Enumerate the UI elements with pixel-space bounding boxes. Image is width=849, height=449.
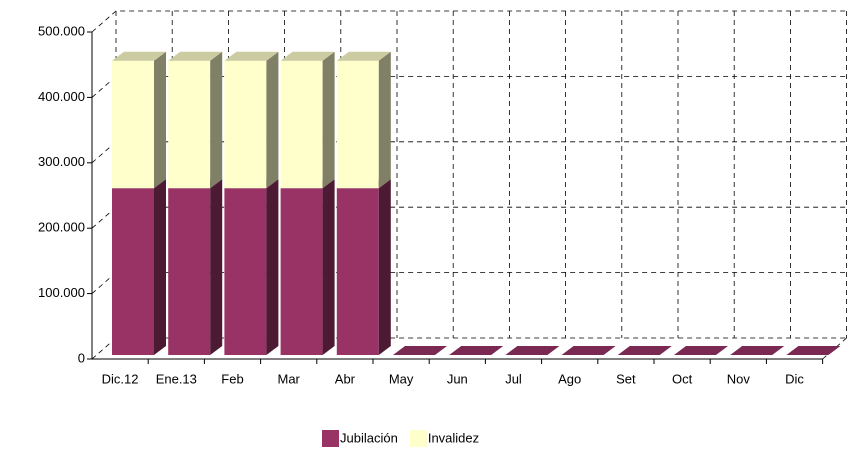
grid-line (91, 10, 847, 33)
bar (280, 60, 323, 189)
bar-top (505, 346, 560, 355)
bar (112, 60, 154, 189)
x-tick-label: Ene.13 (156, 371, 197, 386)
bar-top (561, 346, 616, 355)
x-tick-label: May (389, 371, 414, 386)
bar-top (112, 51, 166, 61)
bar (112, 188, 154, 355)
x-tick-label: Dic.12 (102, 371, 139, 386)
bar-side (378, 51, 391, 189)
bar-side (266, 179, 279, 355)
bar-side (378, 179, 391, 355)
bar (280, 188, 323, 355)
bar-top (730, 346, 785, 355)
bar-top (674, 346, 728, 355)
bar-side (322, 51, 335, 189)
x-tick-label: Abr (335, 371, 356, 386)
bar (224, 60, 267, 189)
bar-top (617, 346, 672, 355)
bar-top (168, 51, 223, 61)
y-tick-label: 200.000 (38, 220, 85, 235)
legend-label: Invalidez (428, 430, 479, 445)
bar-side (266, 51, 279, 189)
y-tick-label: 500.000 (38, 23, 85, 38)
bar-top (786, 346, 841, 355)
bar-top (393, 346, 447, 355)
x-tick-label: Oct (672, 371, 693, 386)
x-tick-label: Ago (558, 371, 581, 386)
bar (224, 188, 267, 355)
bar-side (210, 179, 223, 355)
bar-top (449, 346, 504, 355)
bar-side (322, 179, 335, 355)
x-tick-label: Dic (785, 371, 804, 386)
y-tick-label: 100.000 (38, 285, 85, 300)
bar (336, 188, 379, 355)
x-tick-label: Jul (505, 371, 522, 386)
y-tick-label: 400.000 (38, 89, 85, 104)
x-tick-label: Mar (278, 371, 301, 386)
bar (336, 60, 379, 189)
bar (168, 188, 211, 355)
legend-swatch (322, 430, 339, 447)
x-tick-label: Set (616, 371, 636, 386)
bar (168, 60, 211, 189)
bar-top (280, 51, 335, 61)
bar-top (224, 51, 279, 61)
x-tick-label: Nov (727, 371, 751, 386)
legend-label: Jubilación (340, 430, 398, 445)
bar-side (210, 51, 223, 189)
bar-top (336, 51, 391, 61)
bar-side (154, 179, 166, 355)
y-tick-label: 0 (78, 350, 85, 365)
bar-side (154, 51, 166, 189)
x-tick-label: Jun (447, 371, 468, 386)
legend-swatch (409, 430, 427, 447)
x-tick-label: Feb (221, 371, 243, 386)
y-tick-label: 300.000 (38, 154, 85, 169)
